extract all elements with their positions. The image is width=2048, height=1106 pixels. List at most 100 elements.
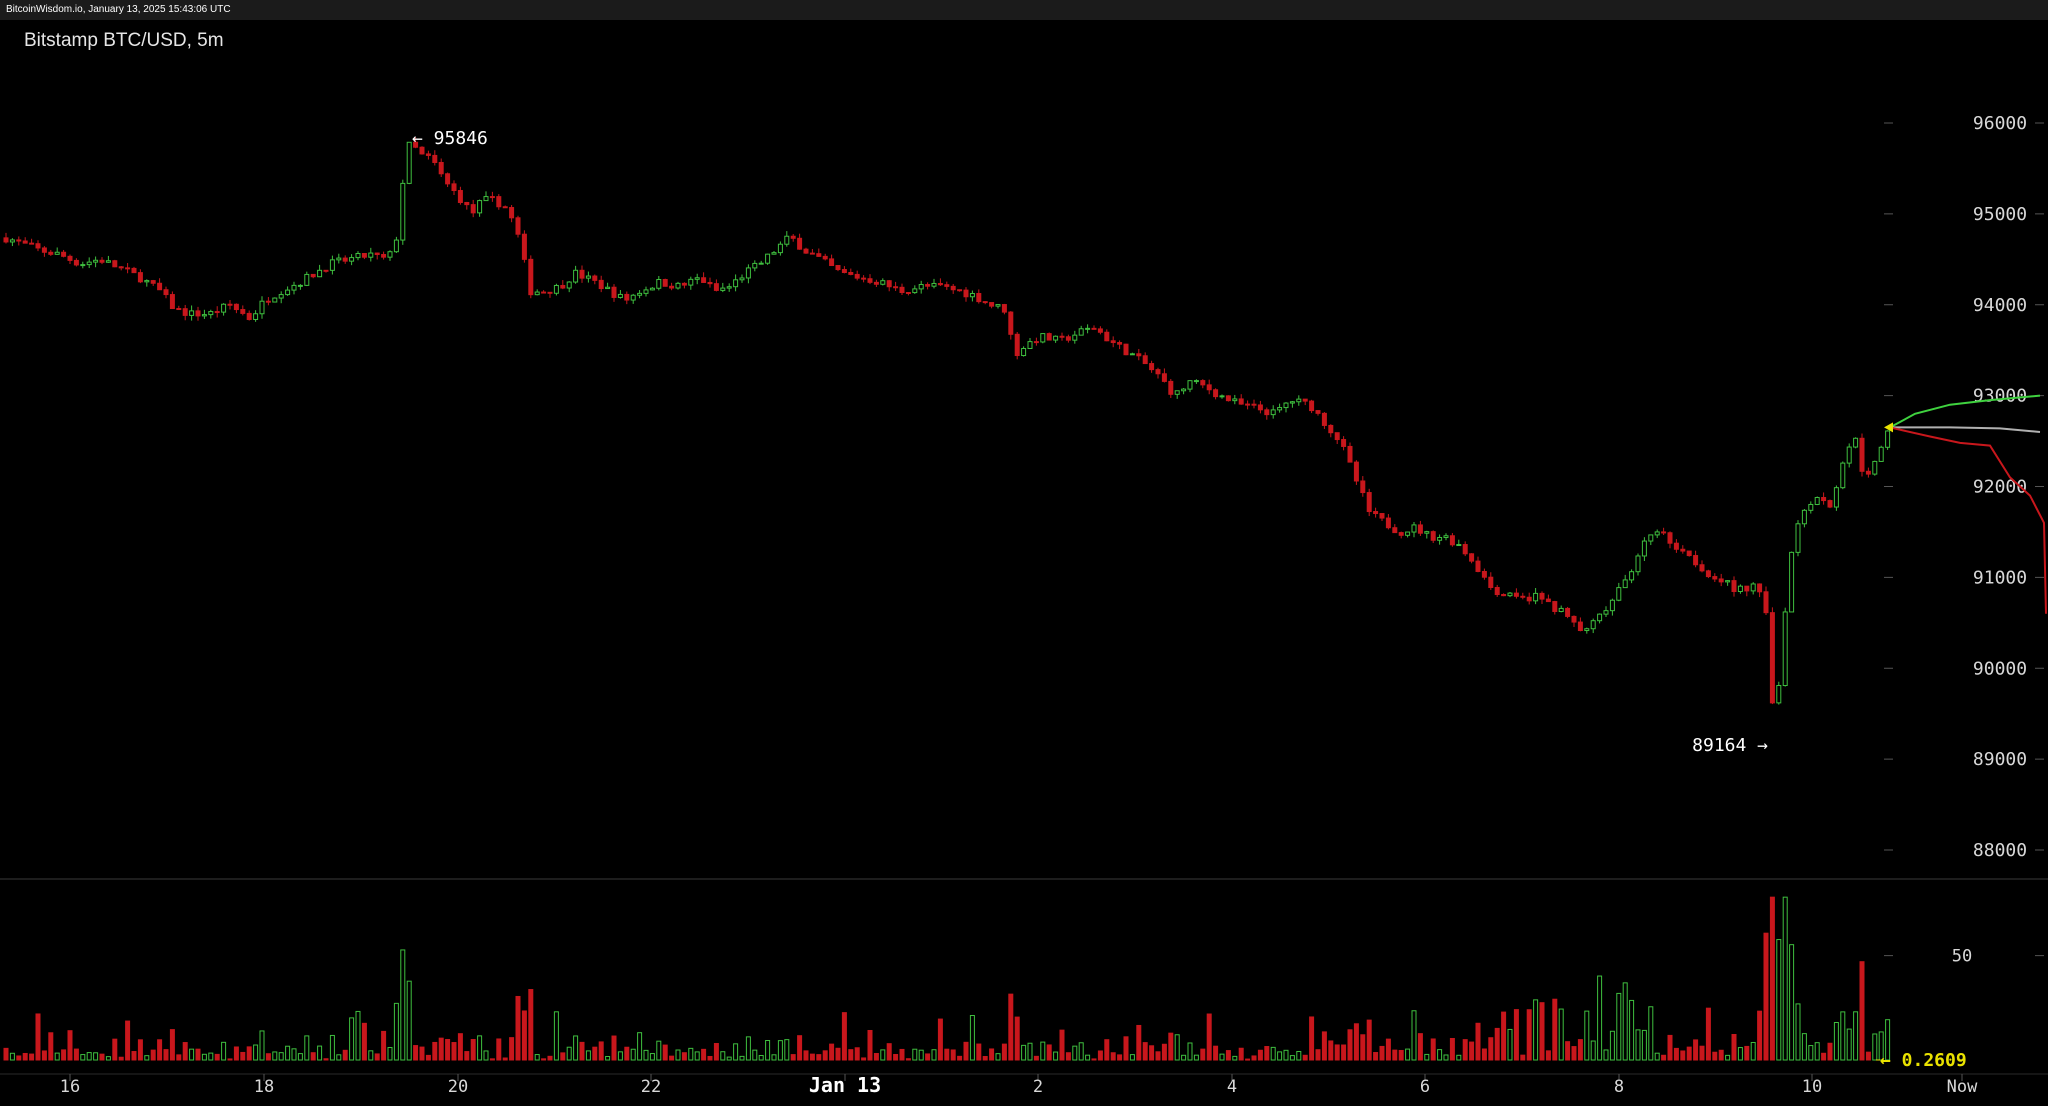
candle-up	[1456, 544, 1462, 547]
volume-bar	[1673, 1047, 1679, 1061]
candle-up	[1737, 585, 1743, 593]
volume-bar	[1629, 999, 1635, 1061]
candle-down	[1693, 555, 1699, 566]
x-tick-label: 16	[60, 1077, 80, 1097]
chart-title: Bitstamp BTC/USD, 5m	[24, 30, 224, 51]
volume-bar	[880, 1049, 886, 1061]
volume-bar	[464, 1051, 470, 1061]
volume-bar	[1091, 1058, 1097, 1061]
y-tick-label: 89000	[1973, 749, 2027, 770]
volume-bar	[1136, 1024, 1142, 1061]
candle-up	[918, 284, 924, 290]
candle-down	[1539, 592, 1545, 600]
volume-bar	[489, 1058, 495, 1061]
volume-bar	[1533, 999, 1539, 1061]
volume-bar	[73, 1048, 79, 1061]
volume-current-label: ← 0.2609	[1880, 1050, 1967, 1071]
volume-bar	[61, 1049, 67, 1061]
candle-up	[752, 262, 758, 269]
candle-up	[1878, 446, 1884, 462]
candle-down	[1168, 380, 1174, 395]
volume-bar	[329, 1034, 335, 1061]
volume-bar	[918, 1049, 924, 1061]
volume-bar	[1769, 896, 1775, 1061]
candle-down	[374, 252, 380, 256]
volume-bar	[1245, 1058, 1251, 1061]
candle-down	[1046, 333, 1052, 341]
volume-bar	[1206, 1013, 1212, 1061]
volume-bar	[1641, 1029, 1647, 1061]
y-tick-label: 94000	[1973, 295, 2027, 316]
volume-bar	[368, 1050, 374, 1061]
volume-bar	[1552, 998, 1558, 1061]
volume-bar	[1616, 992, 1622, 1061]
candle-down	[937, 282, 943, 286]
volume-bar	[873, 1053, 879, 1061]
volume-bar	[1001, 1043, 1007, 1061]
candle-down	[989, 302, 995, 307]
volume-bar	[1366, 1019, 1372, 1061]
volume-bar	[150, 1049, 156, 1061]
volume-bar	[752, 1049, 758, 1061]
volume-bar	[310, 1052, 316, 1061]
candle-down	[233, 303, 239, 311]
candle-down	[1155, 369, 1161, 375]
candle-up	[1750, 583, 1756, 592]
candle-down	[816, 253, 822, 257]
volume-bar	[1808, 1045, 1814, 1061]
candle-up	[688, 278, 694, 286]
volume-bar	[726, 1056, 732, 1061]
volume-bar	[1129, 1054, 1135, 1061]
candle-up	[1296, 398, 1302, 403]
candle-down	[1661, 531, 1667, 534]
volume-bar	[1456, 1054, 1462, 1061]
volume-bar	[182, 1042, 188, 1061]
candle-up	[566, 281, 572, 289]
candle-up	[54, 251, 60, 255]
volume-bar	[1142, 1042, 1148, 1061]
candle-down	[1552, 601, 1558, 612]
candle-down	[662, 279, 668, 287]
volume-bar	[349, 1017, 355, 1061]
candle-down	[1865, 470, 1871, 475]
candle-up	[1021, 347, 1027, 357]
candle-down	[1206, 384, 1212, 391]
candle-down	[624, 293, 630, 301]
volume-bar	[624, 1046, 630, 1061]
candle-up	[726, 286, 732, 289]
candle-down	[246, 312, 252, 320]
volume-bar	[413, 1045, 419, 1061]
volume-bar	[1405, 1048, 1411, 1061]
candle-up	[1725, 580, 1731, 583]
volume-bar	[931, 1049, 937, 1061]
volume-bar	[1731, 1034, 1737, 1061]
candle-up	[1808, 503, 1814, 511]
candle-down	[496, 196, 502, 208]
volume-bar	[41, 1050, 47, 1061]
volume-bar	[1622, 982, 1628, 1061]
candle-down	[1123, 343, 1129, 356]
candle-down	[579, 269, 585, 279]
candle-down	[1744, 585, 1750, 592]
volume-bar	[227, 1058, 233, 1061]
volume-bar	[867, 1029, 873, 1061]
volume-bar	[1680, 1050, 1686, 1061]
candle-down	[3, 237, 9, 243]
candle-down	[848, 272, 854, 275]
volume-bar	[1289, 1055, 1295, 1061]
candle-down	[1686, 550, 1692, 557]
candle-up	[317, 269, 323, 278]
candle-down	[131, 267, 137, 274]
candle-down	[1718, 578, 1724, 583]
volume-bar	[201, 1053, 207, 1061]
volume-bar	[1449, 1037, 1455, 1061]
candle-down	[1571, 615, 1577, 623]
candle-down	[1827, 500, 1833, 508]
volume-bar	[477, 1035, 483, 1061]
volume-bar	[1821, 1052, 1827, 1061]
x-axis: 16 18 20 22 Jan 13 2 4 6 8 10 Now	[60, 1073, 1978, 1097]
volume-bar	[521, 1010, 527, 1061]
volume-bar	[1033, 1055, 1039, 1061]
volume-bar	[1750, 1041, 1756, 1061]
